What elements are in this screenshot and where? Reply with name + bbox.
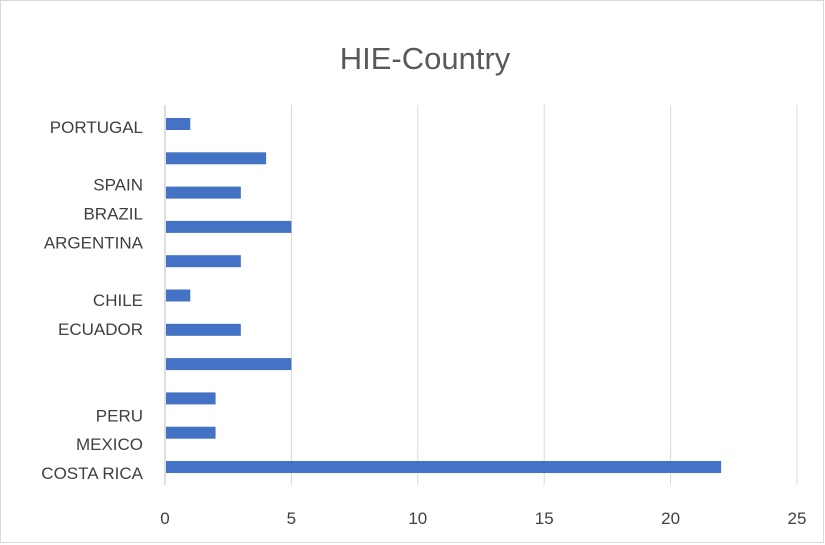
category-label: BRAZIL: [83, 205, 143, 224]
category-label: PERU: [96, 406, 143, 425]
x-tick-label: 0: [160, 509, 169, 528]
grid-layer: [164, 105, 798, 485]
category-label: SPAIN: [93, 176, 143, 195]
bar: [166, 152, 267, 165]
bar: [166, 118, 191, 130]
category-label: MEXICO: [76, 435, 143, 454]
chart-title: HIE-Country: [340, 41, 511, 76]
category-label: PORTUGAL: [50, 118, 143, 137]
bar: [166, 358, 292, 371]
bar: [166, 323, 241, 336]
category-label: ECUADOR: [58, 320, 143, 339]
category-labels: COSTA RICA MEXICO PERU ECUADOR CHILE ARGENTIN…: [41, 118, 143, 483]
bar-layer: [166, 118, 722, 473]
category-label: ARGENTINA: [44, 233, 144, 252]
bar: [166, 426, 216, 439]
category-label: COSTA RICA: [41, 464, 143, 483]
bar: [166, 392, 216, 405]
bar: [166, 289, 191, 302]
bar: [166, 461, 722, 473]
x-tick-label: 25: [788, 509, 807, 528]
x-tick-labels: 0 5 10 15 20 25: [160, 509, 806, 528]
category-label: CHILE: [93, 291, 143, 310]
x-tick-label: 10: [408, 509, 427, 528]
x-tick-label: 15: [535, 509, 554, 528]
x-tick-label: 20: [661, 509, 680, 528]
bar: [166, 186, 241, 199]
bar: [166, 220, 292, 233]
x-tick-label: 5: [287, 509, 296, 528]
bar: [166, 255, 241, 268]
